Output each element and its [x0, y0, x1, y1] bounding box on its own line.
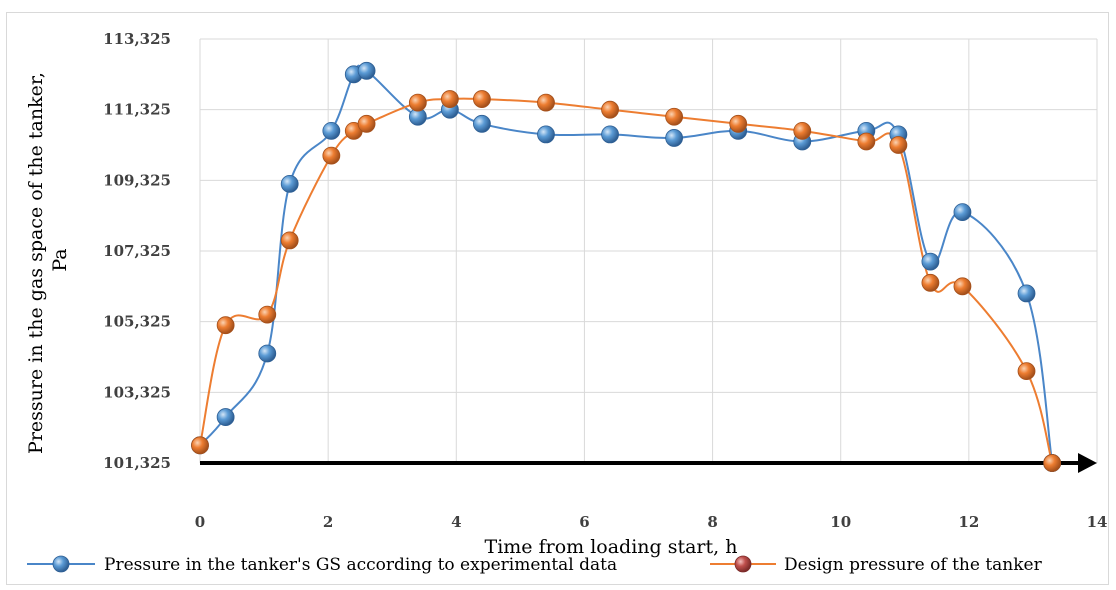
data-point-design[interactable]: [1043, 454, 1062, 472]
data-point-design[interactable]: [473, 90, 491, 108]
x-tick-label: 12: [958, 513, 979, 531]
data-point-design[interactable]: [258, 305, 277, 324]
data-point-experimental[interactable]: [258, 344, 277, 363]
data-point-experimental[interactable]: [280, 174, 299, 193]
data-point-experimental[interactable]: [216, 408, 235, 426]
y-tick-labels: 101,325 103,325 105,325 107,325 109,325 111,3…: [103, 30, 171, 472]
data-point-experimental[interactable]: [601, 125, 619, 144]
chart-frame: [6, 12, 1109, 585]
y-tick-label: 103,325: [103, 383, 171, 401]
data-point-design[interactable]: [889, 136, 908, 154]
x-tick-label: 6: [579, 513, 589, 531]
x-axis-arrowhead: [1078, 453, 1097, 473]
data-point-experimental[interactable]: [665, 129, 684, 147]
data-point-experimental[interactable]: [537, 125, 555, 144]
x-tick-label: 2: [323, 513, 333, 531]
data-point-design[interactable]: [729, 114, 748, 133]
legend-item-design[interactable]: Design pressure of the tanker: [710, 555, 1043, 575]
y-axis-title-group: Pressure in the gas space of the tanker,…: [25, 66, 71, 454]
data-point-design[interactable]: [191, 436, 209, 455]
y-tick-label: 107,325: [103, 242, 171, 260]
y-axis-title-line-2: Pa: [49, 248, 71, 271]
y-tick-label: 111,325: [103, 101, 171, 119]
data-point-design[interactable]: [601, 100, 619, 119]
x-tick-label: 4: [451, 513, 461, 531]
legend-label-experimental: Pressure in the tanker's GS according to…: [104, 555, 617, 575]
data-point-design[interactable]: [216, 316, 235, 335]
data-point-design[interactable]: [357, 114, 376, 133]
data-point-experimental[interactable]: [921, 252, 940, 271]
y-axis-title: Pressure in the gas space of the tanker,…: [25, 66, 71, 454]
legend-marker-experimental: [52, 555, 70, 573]
data-point-design[interactable]: [857, 132, 876, 151]
data-point-design[interactable]: [280, 231, 299, 250]
y-tick-label: 105,325: [103, 313, 171, 331]
data-point-design[interactable]: [1017, 362, 1036, 381]
series-markers: [191, 61, 1062, 472]
data-point-design[interactable]: [537, 93, 555, 112]
data-point-design[interactable]: [322, 146, 341, 165]
x-axis: [200, 453, 1097, 473]
legend-marker-design: [734, 555, 752, 573]
data-point-design[interactable]: [953, 277, 972, 296]
x-tick-label: 8: [707, 513, 717, 531]
y-axis-title-line-1: Pressure in the gas space of the tanker,: [25, 72, 47, 454]
y-tick-label: 101,325: [103, 454, 171, 472]
data-point-experimental[interactable]: [322, 121, 341, 140]
data-point-design[interactable]: [793, 121, 812, 140]
x-tick-labels: 0 2 4 6 8 10 12 14: [195, 513, 1108, 531]
y-tick-label: 109,325: [103, 171, 171, 189]
data-point-design[interactable]: [665, 107, 684, 126]
data-point-design[interactable]: [921, 273, 940, 292]
data-point-experimental[interactable]: [473, 114, 491, 133]
data-point-design[interactable]: [408, 93, 427, 112]
y-tick-label: 113,325: [103, 30, 171, 48]
x-tick-label: 14: [1087, 513, 1108, 531]
legend: Pressure in the tanker's GS according to…: [27, 555, 1043, 575]
legend-label-design: Design pressure of the tanker: [784, 555, 1043, 575]
data-point-design[interactable]: [440, 90, 459, 108]
data-point-experimental[interactable]: [953, 203, 972, 222]
legend-item-experimental[interactable]: Pressure in the tanker's GS according to…: [27, 555, 617, 575]
x-axis-title: Time from loading start, h: [485, 536, 738, 558]
data-point-experimental[interactable]: [357, 61, 376, 80]
gridlines: [199, 38, 1098, 464]
x-tick-label: 0: [195, 513, 205, 531]
data-point-experimental[interactable]: [1017, 284, 1036, 303]
x-tick-label: 10: [830, 513, 851, 531]
